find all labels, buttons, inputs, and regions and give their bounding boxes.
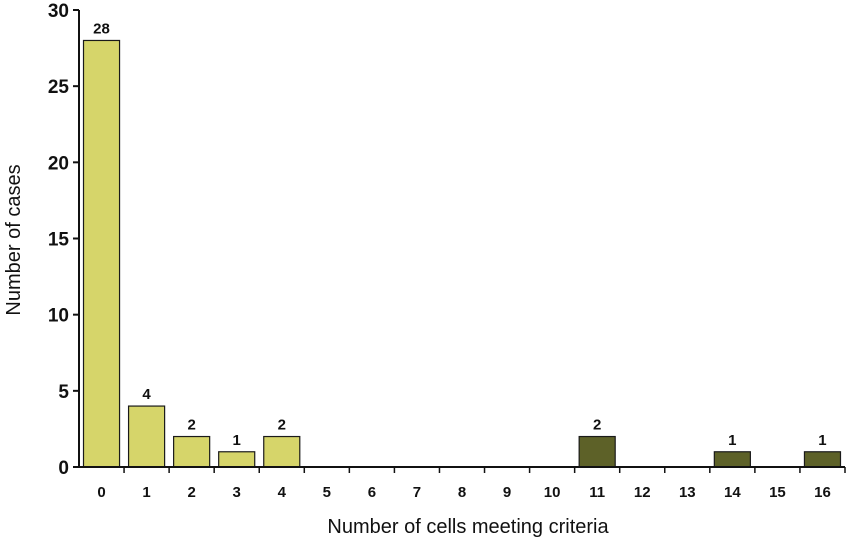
x-tick-label: 6: [368, 484, 376, 501]
x-tick-label: 3: [233, 484, 241, 501]
y-tick-label: 10: [48, 306, 69, 327]
data-label: 1: [728, 432, 736, 449]
data-labels: 28 4 2 1 2 2 1 1: [93, 20, 826, 448]
x-tick-label: 16: [814, 484, 831, 501]
bar: [127, 405, 166, 468]
x-tick-label: 13: [679, 484, 696, 501]
y-tick-label: 5: [58, 382, 69, 403]
data-label: 2: [593, 417, 601, 434]
x-tick-label: 10: [544, 484, 561, 501]
bar: [578, 435, 616, 468]
x-axis-title: Number of cells meeting criteria: [327, 516, 609, 538]
y-tick-label: 30: [48, 1, 69, 22]
x-tick-label: 2: [187, 484, 195, 501]
bar: [173, 435, 211, 468]
x-tick-label: 4: [278, 484, 287, 501]
x-tick-label: 12: [634, 484, 651, 501]
data-label: 28: [93, 20, 110, 37]
x-tick-label: 0: [97, 484, 105, 501]
y-tick-label: 15: [48, 230, 70, 251]
x-tick-label: 8: [458, 484, 466, 501]
bar: [82, 39, 121, 468]
x-tick-label: 14: [724, 484, 741, 501]
y-tick-label: 25: [48, 77, 70, 98]
bar: [803, 451, 842, 468]
bar: [713, 451, 751, 468]
y-tick-label: 20: [48, 153, 69, 174]
bar: [263, 435, 301, 468]
x-tick-label: 9: [503, 484, 511, 501]
y-tick-label: 0: [58, 458, 69, 479]
x-tick-label: 1: [142, 484, 150, 501]
x-axis-ticks: 0 1 2 3 4 5 6 7 8 9 10 11 12 13 14 15 16: [97, 467, 846, 501]
y-axis-title: Number of cases: [3, 164, 25, 315]
y-axis-ticks: 0 5 10 15 20 25 30: [48, 1, 79, 479]
data-label: 1: [818, 432, 826, 449]
x-tick-label: 15: [769, 484, 786, 501]
data-label: 2: [278, 417, 286, 434]
bar: [218, 451, 256, 468]
data-label: 4: [142, 386, 151, 403]
x-tick-label: 5: [323, 484, 331, 501]
data-label: 2: [187, 417, 195, 434]
x-tick-label: 11: [589, 484, 605, 501]
data-label: 1: [233, 432, 241, 449]
x-tick-label: 7: [413, 484, 421, 501]
bars: [82, 39, 842, 468]
